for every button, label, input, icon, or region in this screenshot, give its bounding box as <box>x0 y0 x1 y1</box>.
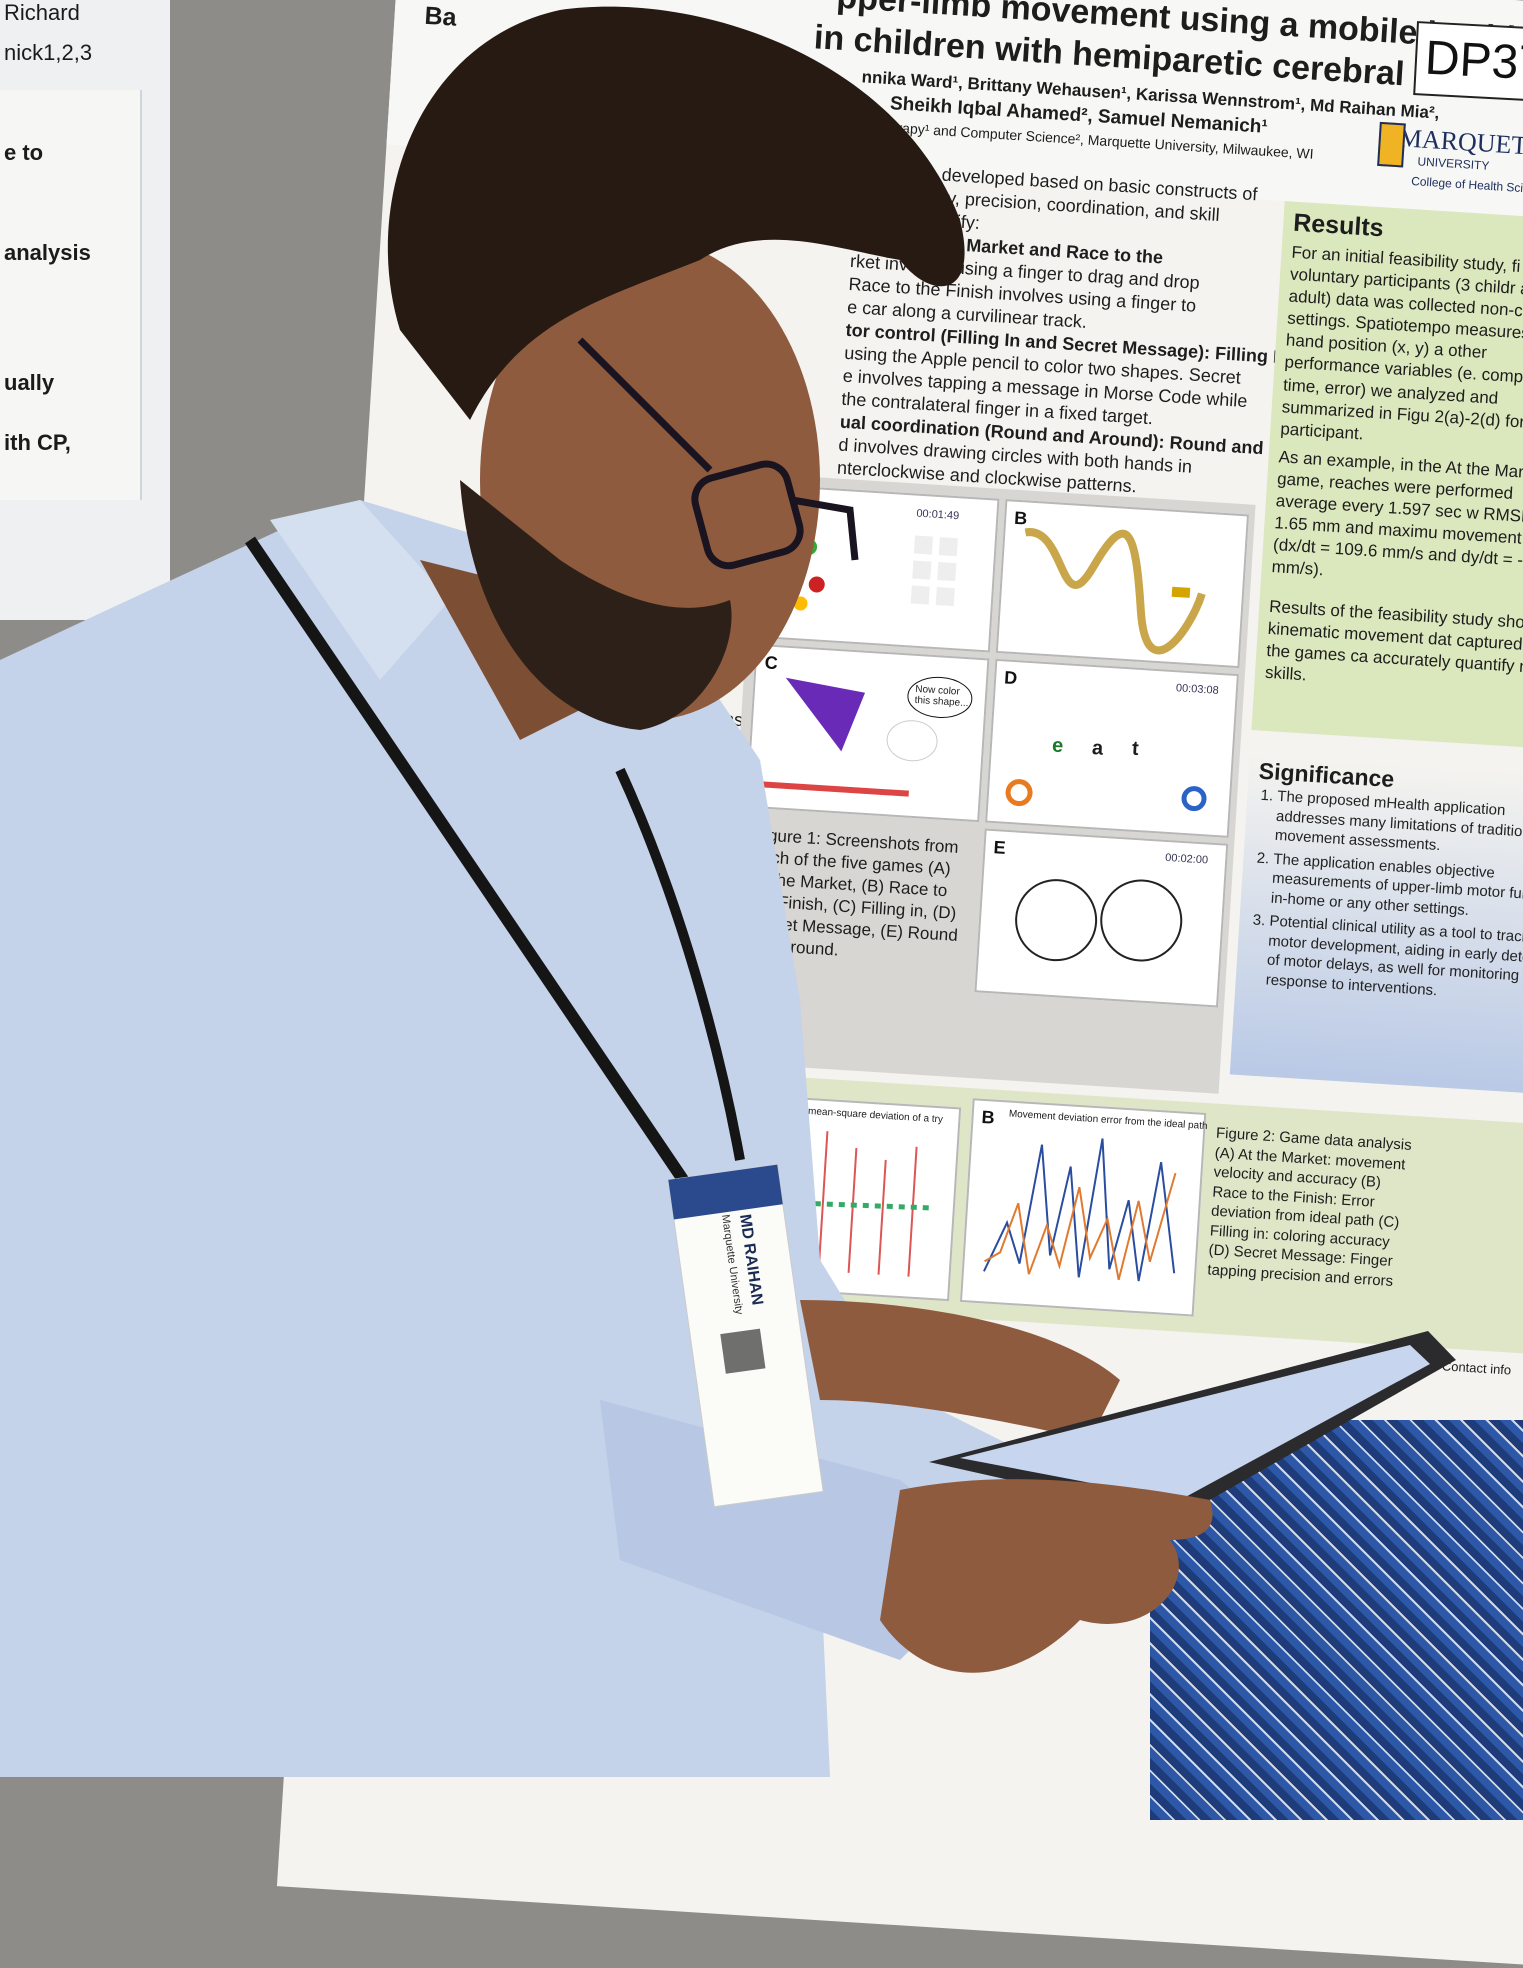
badge <box>667 1164 824 1508</box>
left-poster-line: analysis <box>4 240 91 265</box>
game-art <box>1024 528 1206 655</box>
chart-art <box>983 1138 1177 1282</box>
left-poster-line: e to <box>4 140 44 165</box>
chart-panel: B Movement deviation error from the idea… <box>959 1098 1208 1317</box>
photo: Richard nick1,2,3 e to analysis ually ith CP,… <box>0 0 1523 1777</box>
hair <box>387 6 965 421</box>
game-panel: C Now color this shape... <box>745 643 990 823</box>
left-poster-line: Richard <box>4 0 80 25</box>
game-panel: D 00:03:08 e a t <box>985 658 1239 838</box>
left-hand <box>800 1300 1120 1440</box>
glasses <box>577 337 859 570</box>
person: MD RAIHAN Marquette University <box>0 6 1456 1777</box>
game-art <box>1015 879 1183 962</box>
game-panel: E 00:02:00 <box>974 828 1229 1008</box>
ipad-screen <box>960 1345 1430 1500</box>
right-hand <box>880 1479 1213 1673</box>
collar <box>270 500 450 680</box>
left-poster: Richard nick1,2,3 e to analysis ually ith CP, <box>0 0 170 620</box>
left-poster-line: ually <box>4 370 55 395</box>
game-art <box>758 676 973 797</box>
lanyard <box>615 767 745 1161</box>
beard <box>460 480 732 730</box>
left-poster-line: nick1,2,3 <box>4 40 93 65</box>
game-art <box>1005 779 1207 812</box>
lanyard <box>245 536 695 1194</box>
left-poster-panel <box>0 90 142 500</box>
left-poster-line: ith CP, <box>4 430 71 455</box>
game-panel: B <box>995 499 1249 669</box>
